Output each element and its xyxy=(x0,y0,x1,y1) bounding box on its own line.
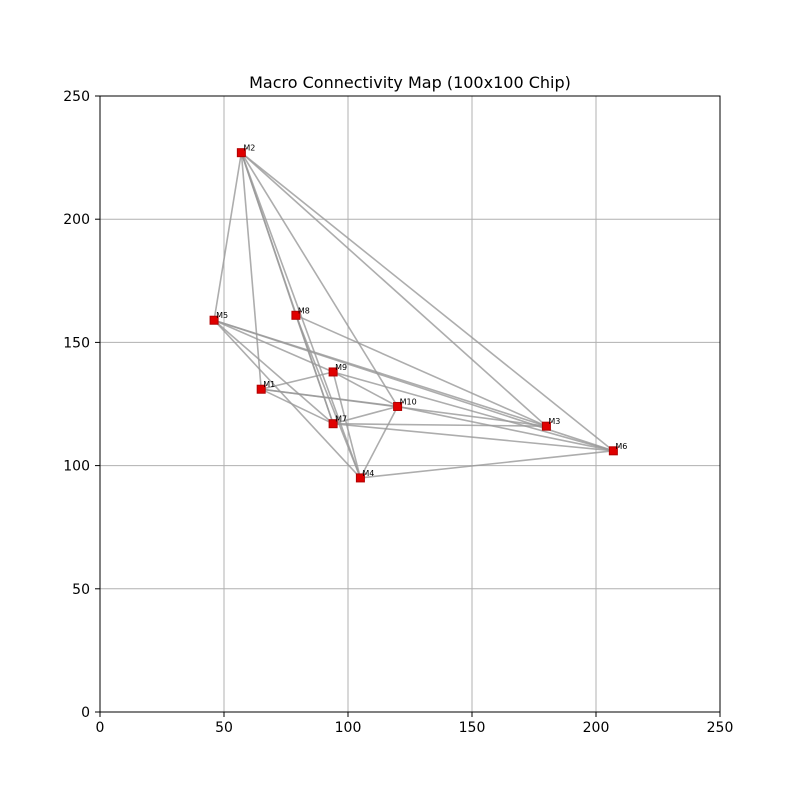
edge-m7-m3 xyxy=(333,422,547,427)
macro-label-m3: M3 xyxy=(548,417,560,426)
macro-node-m5 xyxy=(209,315,219,325)
macro-label-m9: M9 xyxy=(335,363,347,372)
x-tick-label: 200 xyxy=(583,720,610,736)
edge-m1-m9 xyxy=(261,371,334,390)
x-tick-label: 250 xyxy=(707,720,734,736)
ticks: 0 50 100 150 200 250 0 50 100 150 200 250 xyxy=(63,89,733,736)
edge-m8-m3 xyxy=(295,314,547,427)
macro-node-m10 xyxy=(393,401,403,411)
y-tick-label: 150 xyxy=(63,335,90,351)
edge-m2-m1 xyxy=(240,152,262,390)
macro-label-m6: M6 xyxy=(615,442,627,451)
macro-node-m4 xyxy=(355,473,365,483)
edge-m9-m6 xyxy=(332,371,614,452)
edge-m2-m5 xyxy=(213,152,243,321)
macro-node-m9 xyxy=(328,367,338,377)
edges xyxy=(213,152,614,479)
macro-label-m2: M2 xyxy=(243,144,255,153)
edge-m1-m7 xyxy=(260,388,334,425)
edge-m5-m7 xyxy=(213,319,334,425)
node-labels: M1 M2 M3 M4 M5 M6 M7 M8 M9 M10 xyxy=(216,144,627,478)
edge-m5-m4 xyxy=(213,319,361,479)
macro-label-m5: M5 xyxy=(216,311,228,320)
x-tick-label: 150 xyxy=(459,720,486,736)
macro-label-m4: M4 xyxy=(362,469,374,478)
edge-m9-m10 xyxy=(332,371,398,408)
edge-m4-m6 xyxy=(360,450,614,479)
macro-node-m6 xyxy=(608,446,618,456)
edge-m8-m4 xyxy=(295,315,362,479)
macro-node-m3 xyxy=(541,421,551,431)
macro-node-m1 xyxy=(256,384,266,394)
chart-title: Macro Connectivity Map (100x100 Chip) xyxy=(249,73,571,92)
x-tick-label: 50 xyxy=(215,720,233,736)
macro-node-m8 xyxy=(291,310,301,320)
edge-m2-m3 xyxy=(240,152,547,427)
nodes xyxy=(209,148,618,483)
y-tick-label: 250 xyxy=(63,89,90,105)
edge-m7-m6 xyxy=(333,422,614,452)
edge-m8-m7 xyxy=(295,315,334,424)
macro-label-m1: M1 xyxy=(263,380,275,389)
macro-label-m7: M7 xyxy=(335,415,347,424)
edge-m10-m6 xyxy=(397,405,614,452)
macro-node-m2 xyxy=(236,148,246,158)
macro-node-m7 xyxy=(328,419,338,429)
edge-m7-m10 xyxy=(332,405,398,425)
y-tick-label: 0 xyxy=(81,705,90,721)
edge-m2-m10 xyxy=(240,152,399,407)
x-tick-label: 0 xyxy=(96,720,105,736)
grid xyxy=(99,95,721,713)
x-tick-label: 100 xyxy=(335,720,362,736)
macro-label-m8: M8 xyxy=(298,306,310,315)
y-tick-label: 50 xyxy=(72,582,90,598)
edge-m10-m4 xyxy=(359,406,399,479)
y-tick-label: 100 xyxy=(63,459,90,475)
y-tick-label: 200 xyxy=(63,212,90,228)
edge-m2-m6 xyxy=(240,152,614,452)
edge-m5-m9 xyxy=(213,319,334,373)
macro-label-m10: M10 xyxy=(400,397,417,406)
axes-frame xyxy=(99,95,721,713)
